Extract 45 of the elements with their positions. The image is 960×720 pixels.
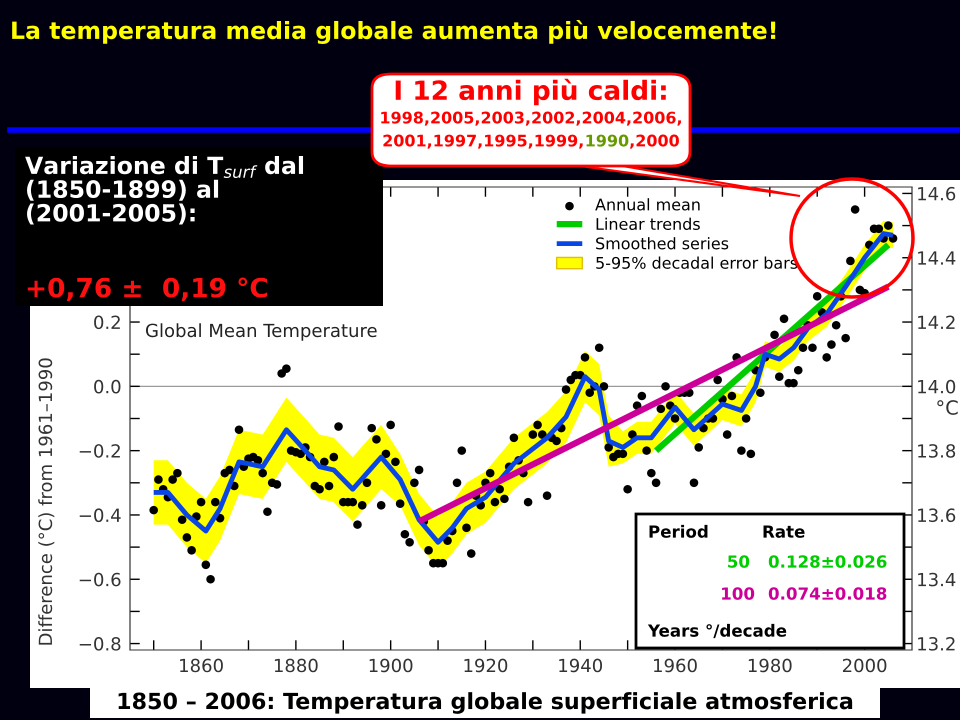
chart-title: La temperatura media globale aumenta più velocemente! [12, 20, 776, 44]
x-tick-label: 1980 [748, 658, 792, 672]
annotation: 0.074±0.018 [768, 587, 886, 600]
y2-tick-label: 14.6 [918, 186, 956, 201]
text: 1850 – 2006: Temperatura globale superficiale atmosferica [118, 692, 852, 714]
y2-tick-label: 13.4 [918, 572, 956, 586]
y-tick-label: −0.2 [80, 444, 120, 458]
annotation: 0.128±0.026 [768, 555, 887, 568]
y2-axis-title: °C [937, 400, 958, 415]
annotation: °/decade [706, 624, 786, 638]
y-tick-label: −0.8 [80, 637, 120, 651]
x-tick-label: 1920 [464, 658, 508, 672]
legend-label: Linear trends [596, 218, 700, 230]
legend-label: Smoothed series [596, 237, 728, 250]
y2-tick-label: 13.8 [918, 444, 956, 458]
legend-label: Annual mean [595, 198, 700, 211]
text: Global Mean Temperature [146, 323, 377, 341]
annotation: 50 [728, 555, 750, 568]
y-tick-label: 0.2 [94, 316, 120, 330]
text: I 12 anni più caldi: [396, 78, 666, 106]
x-tick-label: 1860 [180, 658, 223, 672]
y-tick-label: 0.0 [94, 380, 120, 394]
y2-tick-label: 14.0 [918, 380, 956, 394]
x-tick-label: 1940 [559, 658, 602, 672]
annotation: Years [648, 624, 698, 637]
y2-tick-label: 14.2 [918, 316, 955, 329]
y2-tick-label: 14.4 [918, 251, 956, 265]
y-tick-label: −0.6 [80, 572, 121, 586]
text: 1998,2005,2003,2002,2004,2006, [381, 112, 681, 126]
x-tick-label: 1880 [274, 658, 318, 672]
annotation: 100 [722, 587, 754, 600]
text: 1990 [586, 134, 628, 147]
y-tick-label: −0.4 [80, 508, 121, 522]
y2-tick-label: 13.6 [918, 508, 956, 522]
annotation: Rate [764, 525, 805, 538]
x-tick-label: 2000 [842, 658, 886, 672]
text: 2001,1997,1995,1999, [383, 134, 583, 149]
annotation: Period [650, 524, 708, 538]
x-tick-label: 1960 [654, 658, 697, 672]
text: ,2000 [630, 134, 679, 149]
annotation: +0,76 ± 0,19 °C [28, 278, 268, 302]
y2-tick-label: 13.2 [918, 637, 955, 651]
x-tick-label: 1900 [370, 658, 412, 672]
y-axis-title: Difference (°C) from 1961–1990 [38, 358, 54, 645]
text: Variazione di T$_{surf}$ dal (1850-1899) al (2001-2005): [25, 156, 304, 225]
